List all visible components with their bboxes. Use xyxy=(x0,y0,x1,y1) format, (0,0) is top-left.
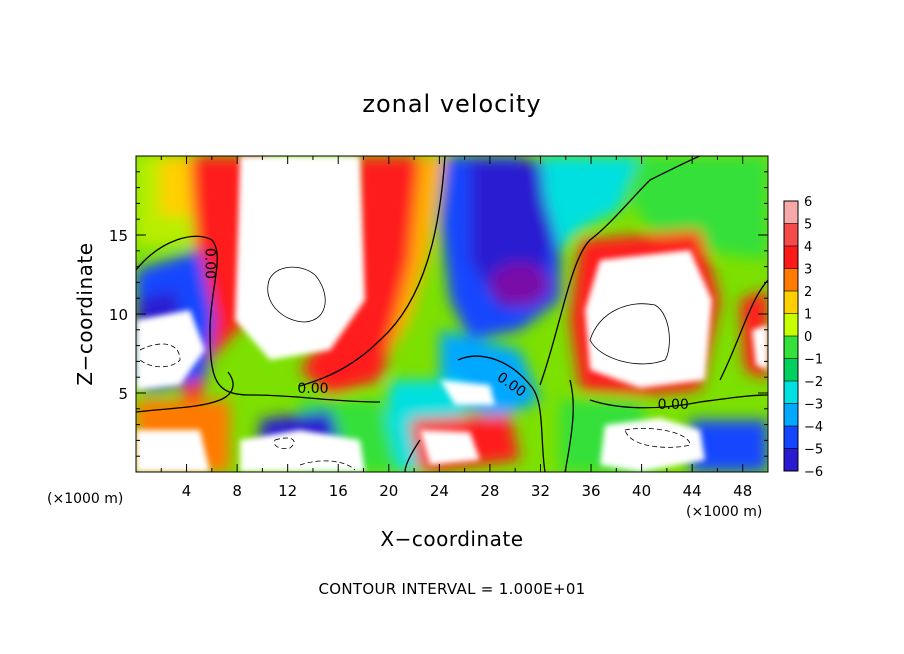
colorbar-swatch xyxy=(784,448,798,472)
contour-interval-note: CONTOUR INTERVAL = 1.000E+01 xyxy=(318,580,585,598)
y-axis-title: Z−coordinate xyxy=(73,242,97,385)
colorbar-label: 4 xyxy=(804,240,812,255)
x-tick-label: 36 xyxy=(581,482,600,500)
x-axis: 4 8 12 16 20 24 28 32 36 40 44 48 xyxy=(160,156,752,500)
colorbar-label: −6 xyxy=(804,465,823,480)
colorbar-swatch xyxy=(784,403,798,427)
x-tick-label: 20 xyxy=(379,482,398,500)
colorbar-swatch xyxy=(784,268,798,292)
contour-label: 0.00 xyxy=(202,248,218,279)
x-tick-label: 4 xyxy=(182,482,192,500)
x-tick-label: 16 xyxy=(329,482,348,500)
contour-label: 0.00 xyxy=(658,397,689,413)
x-tick-label: 12 xyxy=(278,482,297,500)
colorbar-swatch xyxy=(784,336,798,359)
x-tick-label: 24 xyxy=(430,482,449,500)
colorbar-label: 5 xyxy=(804,218,812,233)
colorbar-swatch xyxy=(784,246,798,269)
colorbar-label: −4 xyxy=(804,420,823,435)
x-tick-label: 40 xyxy=(632,482,651,500)
colorbar-label: 2 xyxy=(804,285,812,300)
x-unit-label-left: (×1000 m) xyxy=(47,491,123,507)
y-tick-label: 15 xyxy=(109,227,128,245)
colorbar-label: −3 xyxy=(804,398,823,413)
colorbar: 6 5 4 3 2 1 0 −1 −2 −3 −4 −5 −6 xyxy=(783,195,823,480)
heatmap-field: 0.000.00 0.000.00 xyxy=(136,156,768,472)
y-tick-label: 5 xyxy=(118,385,128,403)
x-tick-label: 8 xyxy=(232,482,242,500)
contour-label: 0.00 xyxy=(297,381,328,397)
colorbar-swatch xyxy=(784,358,798,382)
colorbar-label: −1 xyxy=(804,353,823,368)
y-tick-label: 10 xyxy=(109,306,128,324)
colorbar-label: 6 xyxy=(804,195,812,210)
colorbar-label: 0 xyxy=(804,330,812,345)
chart-title: zonal velocity xyxy=(362,90,541,118)
colorbar-swatch xyxy=(784,223,798,247)
x-tick-label: 28 xyxy=(480,482,499,500)
colorbar-label: −2 xyxy=(804,375,823,390)
colorbar-swatch xyxy=(784,313,798,337)
colorbar-label: −5 xyxy=(804,443,823,458)
colorbar-label: 3 xyxy=(804,263,812,278)
colorbar-label: 1 xyxy=(804,308,812,323)
colorbar-swatch xyxy=(784,291,798,314)
x-tick-label: 32 xyxy=(531,482,550,500)
colorbar-swatch xyxy=(784,381,798,404)
x-unit-label-right: (×1000 m) xyxy=(686,504,762,520)
x-tick-label: 48 xyxy=(733,482,752,500)
x-axis-title: X−coordinate xyxy=(380,527,523,551)
colorbar-swatch xyxy=(784,426,798,449)
y-axis: 5 10 15 xyxy=(109,171,768,457)
colorbar-swatch xyxy=(784,201,798,224)
x-tick-label: 44 xyxy=(683,482,702,500)
